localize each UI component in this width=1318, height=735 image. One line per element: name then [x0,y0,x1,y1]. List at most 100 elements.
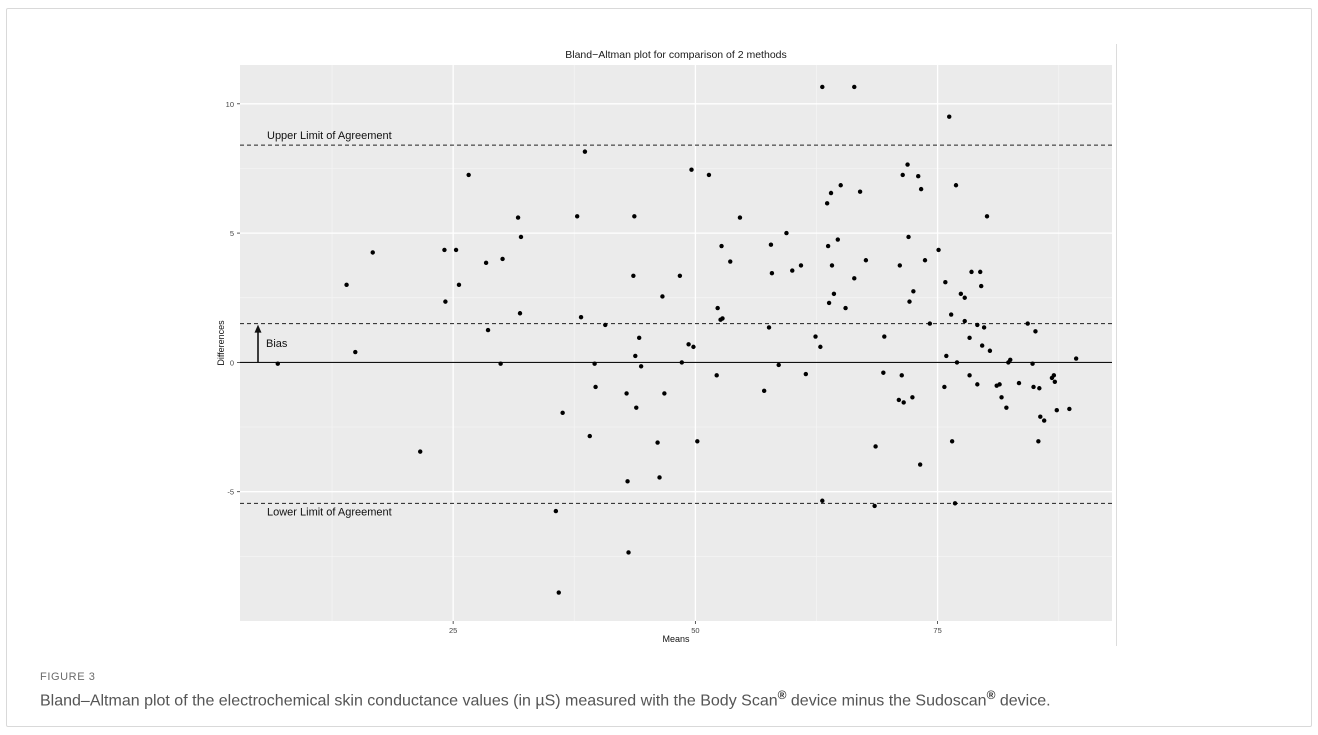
data-point [1004,405,1009,410]
data-point [655,440,660,445]
data-point [979,283,984,289]
data-point [916,174,921,179]
data-point [518,234,524,240]
data-point [483,260,489,266]
data-point [1037,386,1042,391]
data-point [498,361,503,366]
data-point [953,183,959,188]
data-point [948,312,954,317]
data-point [798,263,804,268]
x-tick-label: 75 [933,626,941,635]
data-point [657,475,662,480]
data-point [852,84,857,90]
data-point [466,172,471,178]
data-point [857,189,863,194]
data-point [625,479,630,484]
data-point [679,360,685,365]
data-point [636,335,642,341]
data-point [899,373,904,378]
data-point [818,344,823,350]
reference-lines [240,144,1112,504]
data-point [947,114,952,119]
data-point [715,305,720,311]
data-point [813,334,818,339]
data-point [689,167,694,172]
data-point [660,294,665,299]
data-point [638,364,644,369]
data-point [944,353,949,359]
data-point [582,149,588,154]
data-point [900,172,905,178]
data-points [275,84,1079,595]
data-point [987,348,993,353]
data-point [967,373,972,378]
data-point [768,242,774,247]
x-axis-label: Means [662,634,690,644]
data-point [766,325,772,330]
data-point [695,439,700,444]
data-point [969,269,974,275]
data-point [784,230,789,236]
data-point [949,439,955,444]
data-point [907,299,912,304]
data-point [803,371,809,377]
data-point [820,498,825,503]
data-point [905,162,910,167]
data-point [999,395,1004,400]
data-point [942,384,947,390]
data-point [838,183,843,188]
registered-mark-1: ® [777,688,787,702]
data-point [592,361,597,366]
y-tick-label: 0 [230,358,234,367]
caption-text-3: device. [995,692,1051,710]
data-point [677,273,683,278]
caption-text-1: Bland–Altman plot of the electrochemical… [40,692,778,710]
figure-label: FIGURE 3 [40,671,96,683]
data-point [603,322,608,328]
data-point [353,349,358,355]
data-point [626,550,631,555]
data-point [1036,439,1041,444]
data-point [574,214,580,219]
data-point [829,263,835,268]
data-point [1067,406,1072,412]
data-point [691,344,696,350]
data-point [979,343,985,348]
data-point [975,382,980,387]
data-point [456,282,462,288]
data-point [962,295,967,300]
lower-limit-label: Lower Limit of Agreement [267,506,392,518]
plot-panel [240,65,1112,621]
data-point [997,382,1002,387]
data-point [843,305,848,311]
data-point [560,410,565,416]
data-point [897,263,903,268]
data-point [831,291,837,297]
y-axis-label: Differences [216,320,226,366]
data-point [1033,329,1038,334]
data-point [1016,380,1022,386]
data-point [1031,384,1036,390]
data-point [826,300,832,306]
data-point [1073,356,1079,361]
data-point [828,190,834,196]
data-point [981,325,987,330]
chart-title: Bland−Altman plot for comparison of 2 me… [565,49,787,61]
data-point [927,321,933,326]
x-axis-ticks: 25 50 75 [449,621,942,635]
registered-mark-2: ® [986,688,996,702]
data-point [633,353,638,359]
bias-label: Bias [266,338,288,350]
data-point [485,327,491,333]
data-point [954,360,960,365]
annotations: Upper Limit of Agreement Lower Limit of … [266,130,392,518]
column-divider [1116,44,1117,646]
data-point [1025,321,1030,326]
data-point [910,395,915,400]
data-point [587,433,592,439]
data-point [275,361,280,366]
data-point [1052,379,1058,384]
data-point [917,462,923,467]
data-point [936,247,941,253]
